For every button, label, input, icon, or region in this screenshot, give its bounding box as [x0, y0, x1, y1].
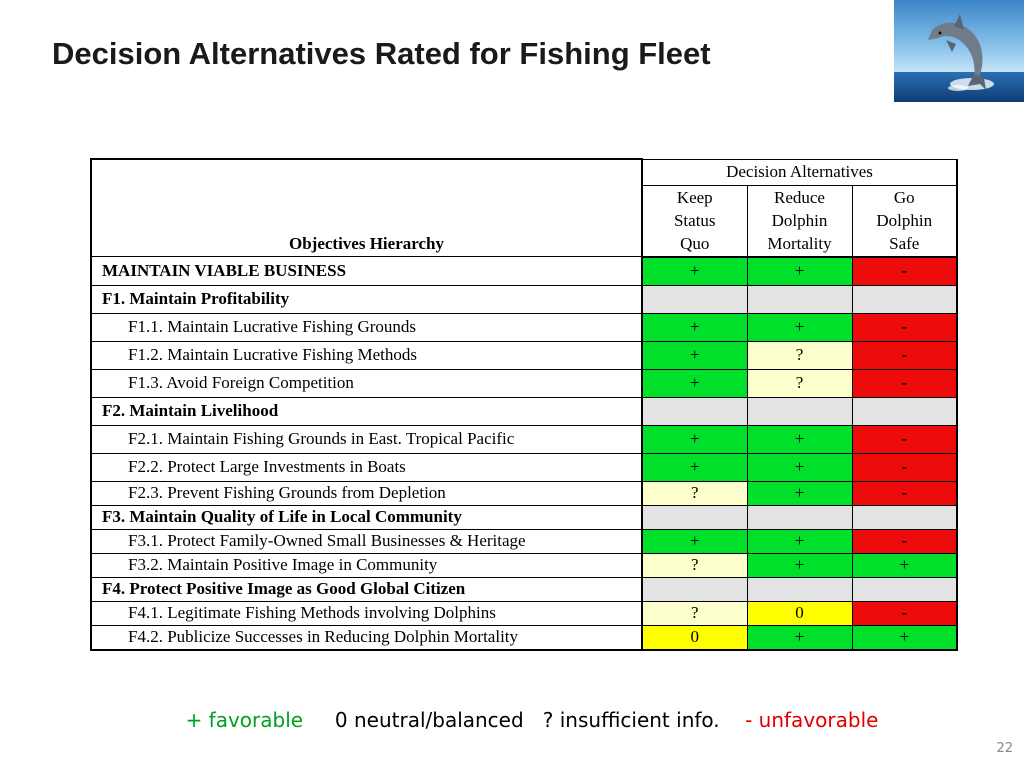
legend-neutral: 0 neutral/balanced	[334, 708, 524, 732]
rating-cell	[641, 284, 748, 314]
rating-cell: ?	[641, 552, 748, 578]
table-row: F4.1. Legitimate Fishing Methods involvi…	[90, 600, 958, 626]
rating-cell	[851, 284, 958, 314]
objective-label: F2.3. Prevent Fishing Grounds from Deple…	[90, 480, 643, 506]
table-row: F1. Maintain Profitability	[90, 284, 958, 314]
table-row: F4. Protect Positive Image as Good Globa…	[90, 576, 958, 602]
dolphin-jumping-photo	[894, 0, 1024, 102]
rating-cell: -	[851, 256, 958, 286]
rating-cell: 0	[641, 624, 748, 651]
slide-title: Decision Alternatives Rated for Fishing …	[52, 36, 711, 71]
objective-label: F3.1. Protect Family-Owned Small Busines…	[90, 528, 643, 554]
table-row: MAINTAIN VIABLE BUSINESS + + -	[90, 256, 958, 286]
rating-cell: -	[851, 340, 958, 370]
decision-alternatives-header: Decision Alternatives	[641, 158, 958, 186]
objective-label: F1.1. Maintain Lucrative Fishing Grounds	[90, 312, 643, 342]
rating-cell: +	[746, 624, 853, 651]
rating-cell: -	[851, 312, 958, 342]
rating-cell: +	[746, 452, 853, 482]
rating-cell: +	[746, 424, 853, 454]
table-row: F3.2. Maintain Positive Image in Communi…	[90, 552, 958, 578]
table-row: F4.2. Publicize Successes in Reducing Do…	[90, 624, 958, 651]
objectives-hierarchy-header: Objectives Hierarchy	[90, 158, 643, 257]
table-row: F2.1. Maintain Fishing Grounds in East. …	[90, 424, 958, 454]
objective-label: F1.3. Avoid Foreign Competition	[90, 368, 643, 398]
rating-cell: +	[641, 256, 748, 286]
table-row: F2.3. Prevent Fishing Grounds from Deple…	[90, 480, 958, 506]
rating-cell	[851, 576, 958, 602]
alternative-keep-status-quo-header: Keep Status Quo	[641, 184, 748, 258]
objective-label: F4.1. Legitimate Fishing Methods involvi…	[90, 600, 643, 626]
objective-label: F4. Protect Positive Image as Good Globa…	[90, 576, 643, 602]
rating-cell: +	[851, 624, 958, 651]
rating-cell: +	[746, 256, 853, 286]
table-row: F2.2. Protect Large Investments in Boats…	[90, 452, 958, 482]
legend-insufficient: ? insufficient info.	[542, 708, 720, 732]
rating-cell	[746, 504, 853, 530]
table-row: F2. Maintain Livelihood	[90, 396, 958, 426]
objective-label: F1.2. Maintain Lucrative Fishing Methods	[90, 340, 643, 370]
table-row: F3.1. Protect Family-Owned Small Busines…	[90, 528, 958, 554]
rating-cell	[641, 504, 748, 530]
rating-cell	[851, 504, 958, 530]
rating-cell: +	[641, 424, 748, 454]
objective-label: F2.1. Maintain Fishing Grounds in East. …	[90, 424, 643, 454]
rating-cell: +	[641, 312, 748, 342]
rating-cell: -	[851, 528, 958, 554]
rating-cell: ?	[641, 600, 748, 626]
rating-cell: ?	[641, 480, 748, 506]
rating-cell: -	[851, 424, 958, 454]
alternative-reduce-dolphin-mortality-header: Reduce Dolphin Mortality	[746, 184, 853, 258]
rating-cell: +	[746, 312, 853, 342]
rating-cell: ?	[746, 368, 853, 398]
objective-label: F1. Maintain Profitability	[90, 284, 643, 314]
rating-cell: -	[851, 368, 958, 398]
rating-cell: +	[641, 528, 748, 554]
rating-cell: +	[641, 340, 748, 370]
rating-legend: + favorable 0 neutral/balanced ? insuffi…	[0, 708, 1024, 732]
rating-cell: +	[746, 480, 853, 506]
rating-cell: +	[641, 452, 748, 482]
page-number: 22	[996, 741, 1013, 756]
table-row: F1.3. Avoid Foreign Competition + ? -	[90, 368, 958, 398]
legend-unfavorable: - unfavorable	[745, 708, 879, 732]
objective-label: MAINTAIN VIABLE BUSINESS	[90, 256, 643, 286]
rating-cell: 0	[746, 600, 853, 626]
alternative-go-dolphin-safe-header: Go Dolphin Safe	[851, 184, 958, 258]
table-row: F1.1. Maintain Lucrative Fishing Grounds…	[90, 312, 958, 342]
objective-label: F4.2. Publicize Successes in Reducing Do…	[90, 624, 643, 651]
objective-label: F3. Maintain Quality of Life in Local Co…	[90, 504, 643, 530]
rating-cell: ?	[746, 340, 853, 370]
table-row: F1.2. Maintain Lucrative Fishing Methods…	[90, 340, 958, 370]
rating-cell: -	[851, 600, 958, 626]
rating-cell: +	[746, 552, 853, 578]
legend-favorable: + favorable	[185, 708, 304, 732]
rating-cell: +	[851, 552, 958, 578]
objective-label: F3.2. Maintain Positive Image in Communi…	[90, 552, 643, 578]
rating-cell	[641, 576, 748, 602]
rating-cell	[851, 396, 958, 426]
rating-cell	[746, 576, 853, 602]
objective-label: F2.2. Protect Large Investments in Boats	[90, 452, 643, 482]
objective-label: F2. Maintain Livelihood	[90, 396, 643, 426]
rating-cell: +	[641, 368, 748, 398]
rating-cell: -	[851, 480, 958, 506]
ratings-table: Objectives Hierarchy Decision Alternativ…	[90, 158, 958, 651]
rating-cell	[746, 396, 853, 426]
rating-cell	[641, 396, 748, 426]
table-row: F3. Maintain Quality of Life in Local Co…	[90, 504, 958, 530]
rating-cell	[746, 284, 853, 314]
rating-cell: -	[851, 452, 958, 482]
rating-cell: +	[746, 528, 853, 554]
